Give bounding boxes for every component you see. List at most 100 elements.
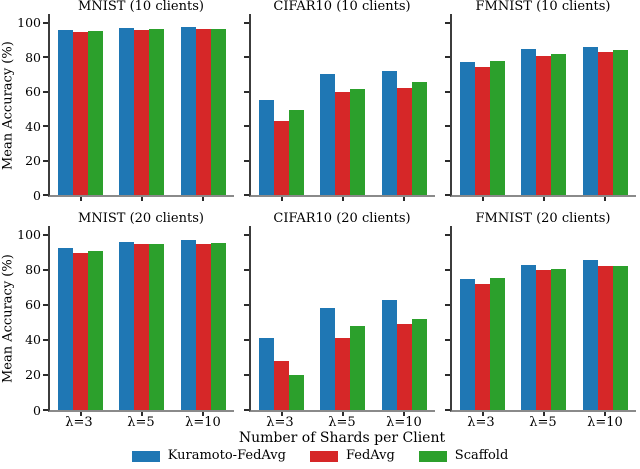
panel-6: FMNIST (20 clients) λ=3 λ=5 λ=10 (445, 211, 636, 430)
bar-scaffold (350, 89, 366, 195)
bar-group-λ=10 (575, 14, 636, 195)
bar-group-λ=10 (173, 226, 234, 410)
x-tick (543, 197, 545, 201)
y-tick (445, 409, 450, 411)
legend-label: FedAvg (345, 448, 395, 463)
panel-title: MNIST (10 clients) (78, 0, 204, 14)
y-tick (445, 194, 450, 196)
bar-group-λ=3 (50, 226, 111, 410)
legend-item-kuramoto-fedavg: Kuramoto-FedAvg (131, 448, 286, 463)
y-tick (244, 56, 249, 59)
y-tick (445, 125, 450, 128)
bar-fedavg (134, 244, 150, 410)
bar-fedavg (597, 266, 613, 410)
chart-row-bottom: MNIST (20 clients) 0 20 40 60 80 100 λ=3 λ=5 λ=10… (17, 211, 636, 430)
y-tick (244, 373, 249, 376)
legend-swatch-icon (418, 450, 447, 462)
y-axis-label-top: Mean Accuracy (%) (0, 41, 16, 170)
y-tick-label: 0 (33, 187, 41, 203)
plot-area: 0 20 40 60 80 100 (17, 226, 234, 417)
x-tick (202, 197, 205, 201)
bar-fedavg (396, 324, 412, 410)
x-tick-labels: λ=3 λ=5 λ=10 (249, 412, 435, 430)
y-tick (445, 56, 450, 59)
bar-scaffold (411, 318, 427, 410)
y-tick (445, 159, 450, 162)
x-axis-label: Number of Shards per Client (238, 430, 446, 446)
y-tick (244, 268, 249, 271)
y-tick (244, 303, 249, 306)
y-tick (244, 21, 249, 24)
y-tick-label: 20 (25, 153, 41, 169)
x-tick-label: λ=3 (467, 415, 495, 430)
panel-title: FMNIST (10 clients) (475, 0, 611, 14)
y-tick-label: 60 (25, 297, 41, 313)
y-tick-label: 80 (25, 262, 41, 278)
bar-kuramoto-fedavg (460, 62, 476, 195)
bar-groups (251, 14, 435, 195)
y-tick (43, 303, 48, 306)
bar-fedavg (475, 283, 491, 410)
bar-fedavg (475, 67, 491, 195)
panel-3: FMNIST (10 clients) (445, 0, 636, 201)
x-tick (280, 412, 283, 416)
bar-fedavg (335, 338, 351, 410)
legend-swatch-icon (131, 450, 160, 462)
bar-groups (50, 14, 234, 195)
panel-title: FMNIST (20 clients) (475, 211, 611, 226)
x-tick (543, 412, 545, 416)
y-tick (43, 373, 48, 376)
bar-group-λ=3 (251, 226, 312, 410)
y-tick-label: 40 (25, 332, 41, 348)
bar-fedavg (195, 243, 211, 410)
bar-scaffold (149, 244, 165, 410)
bar-group-λ=10 (374, 14, 435, 195)
panel-5: CIFAR10 (20 clients) λ=3 λ=5 λ=10 (244, 212, 435, 430)
bar-scaffold (551, 53, 567, 195)
legend-item-scaffold: Scaffold (418, 448, 509, 463)
bar-group-λ=10 (374, 226, 435, 410)
x-tick (141, 412, 143, 416)
y-tick-label: 100 (17, 227, 41, 243)
x-tick-label: λ=5 (328, 415, 356, 430)
y-tick (244, 338, 249, 341)
legend-item-fedavg: FedAvg (309, 448, 395, 463)
plot-area (445, 226, 636, 416)
x-tick-label: λ=10 (587, 415, 623, 430)
bar-scaffold (612, 50, 628, 195)
bar-group-λ=5 (312, 14, 373, 195)
x-tick (342, 197, 344, 201)
bar-group-λ=3 (452, 14, 513, 195)
bar-group-λ=5 (111, 226, 172, 410)
y-tick-label: 0 (33, 402, 41, 418)
x-tick (604, 412, 607, 416)
y-tick (43, 125, 48, 128)
bar-scaffold (490, 60, 506, 195)
bar-scaffold (210, 242, 226, 410)
y-tick (244, 409, 249, 411)
plot-area: 0 20 40 60 80 100 (17, 14, 234, 202)
y-tick (445, 338, 450, 341)
x-tick-label: λ=10 (386, 415, 422, 430)
plot-area (244, 14, 435, 201)
y-tick (244, 125, 249, 128)
bar-groups (452, 226, 636, 410)
legend-label: Scaffold (454, 448, 509, 463)
bar-kuramoto-fedavg (320, 308, 336, 410)
legend-label: Kuramoto-FedAvg (167, 448, 286, 463)
y-tick (445, 90, 450, 93)
bar-kuramoto-fedavg (521, 264, 537, 410)
x-tick (481, 412, 484, 416)
y-tick-label: 80 (25, 49, 41, 65)
y-tick (445, 233, 450, 236)
bar-kuramoto-fedavg (180, 240, 196, 410)
bar-scaffold (88, 250, 104, 410)
x-tick-label: λ=5 (529, 415, 557, 430)
panel-4: MNIST (20 clients) 0 20 40 60 80 100 λ=3 λ=5 λ=10 (17, 212, 234, 430)
y-tick (244, 159, 249, 162)
y-tick-label: 20 (25, 367, 41, 383)
x-tick (141, 197, 143, 201)
x-tick (604, 197, 607, 201)
y-tick (43, 194, 48, 196)
